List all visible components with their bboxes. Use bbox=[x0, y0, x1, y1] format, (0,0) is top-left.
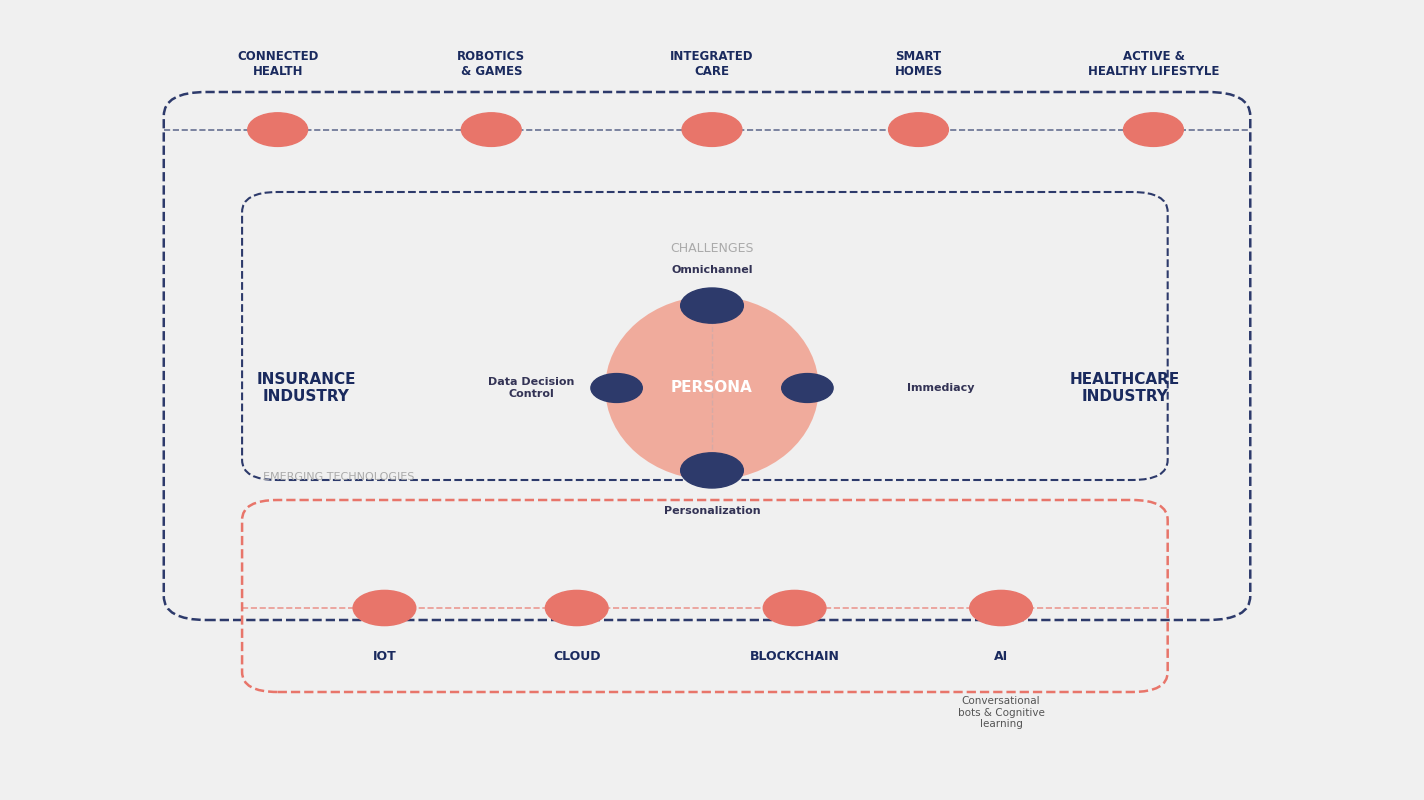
Text: CLOUD: CLOUD bbox=[553, 650, 601, 662]
Text: CHALLENGES: CHALLENGES bbox=[671, 242, 753, 254]
Text: ACTIVE &
HEALTHY LIFESTYLE: ACTIVE & HEALTHY LIFESTYLE bbox=[1088, 50, 1219, 78]
Circle shape bbox=[763, 590, 826, 626]
Text: Conversational
bots & Cognitive
learning: Conversational bots & Cognitive learning bbox=[957, 696, 1045, 730]
Circle shape bbox=[681, 288, 743, 323]
Ellipse shape bbox=[605, 296, 819, 480]
Circle shape bbox=[682, 113, 742, 146]
Circle shape bbox=[353, 590, 416, 626]
Text: SMART
HOMES: SMART HOMES bbox=[894, 50, 943, 78]
Text: AI: AI bbox=[994, 650, 1008, 662]
Circle shape bbox=[1124, 113, 1183, 146]
Text: ROBOTICS
& GAMES: ROBOTICS & GAMES bbox=[457, 50, 525, 78]
Text: Omnichannel: Omnichannel bbox=[671, 265, 753, 275]
Text: EMERGING TECHNOLOGIES: EMERGING TECHNOLOGIES bbox=[263, 472, 414, 482]
Circle shape bbox=[591, 374, 642, 402]
Circle shape bbox=[782, 374, 833, 402]
Text: Personalization: Personalization bbox=[664, 506, 760, 517]
Circle shape bbox=[248, 113, 308, 146]
Text: Immediacy: Immediacy bbox=[907, 383, 974, 393]
Text: HEALTHCARE
INDUSTRY: HEALTHCARE INDUSTRY bbox=[1069, 372, 1180, 404]
Circle shape bbox=[889, 113, 948, 146]
Text: IOT: IOT bbox=[373, 650, 396, 662]
Text: BLOCKCHAIN: BLOCKCHAIN bbox=[749, 650, 840, 662]
Text: Data Decision
Control: Data Decision Control bbox=[488, 378, 574, 399]
Circle shape bbox=[545, 590, 608, 626]
Text: INTEGRATED
CARE: INTEGRATED CARE bbox=[671, 50, 753, 78]
Text: INSURANCE
INDUSTRY: INSURANCE INDUSTRY bbox=[256, 372, 356, 404]
Text: PERSONA: PERSONA bbox=[671, 381, 753, 395]
Circle shape bbox=[681, 453, 743, 488]
Circle shape bbox=[970, 590, 1032, 626]
Text: CONNECTED
HEALTH: CONNECTED HEALTH bbox=[236, 50, 319, 78]
Circle shape bbox=[461, 113, 521, 146]
